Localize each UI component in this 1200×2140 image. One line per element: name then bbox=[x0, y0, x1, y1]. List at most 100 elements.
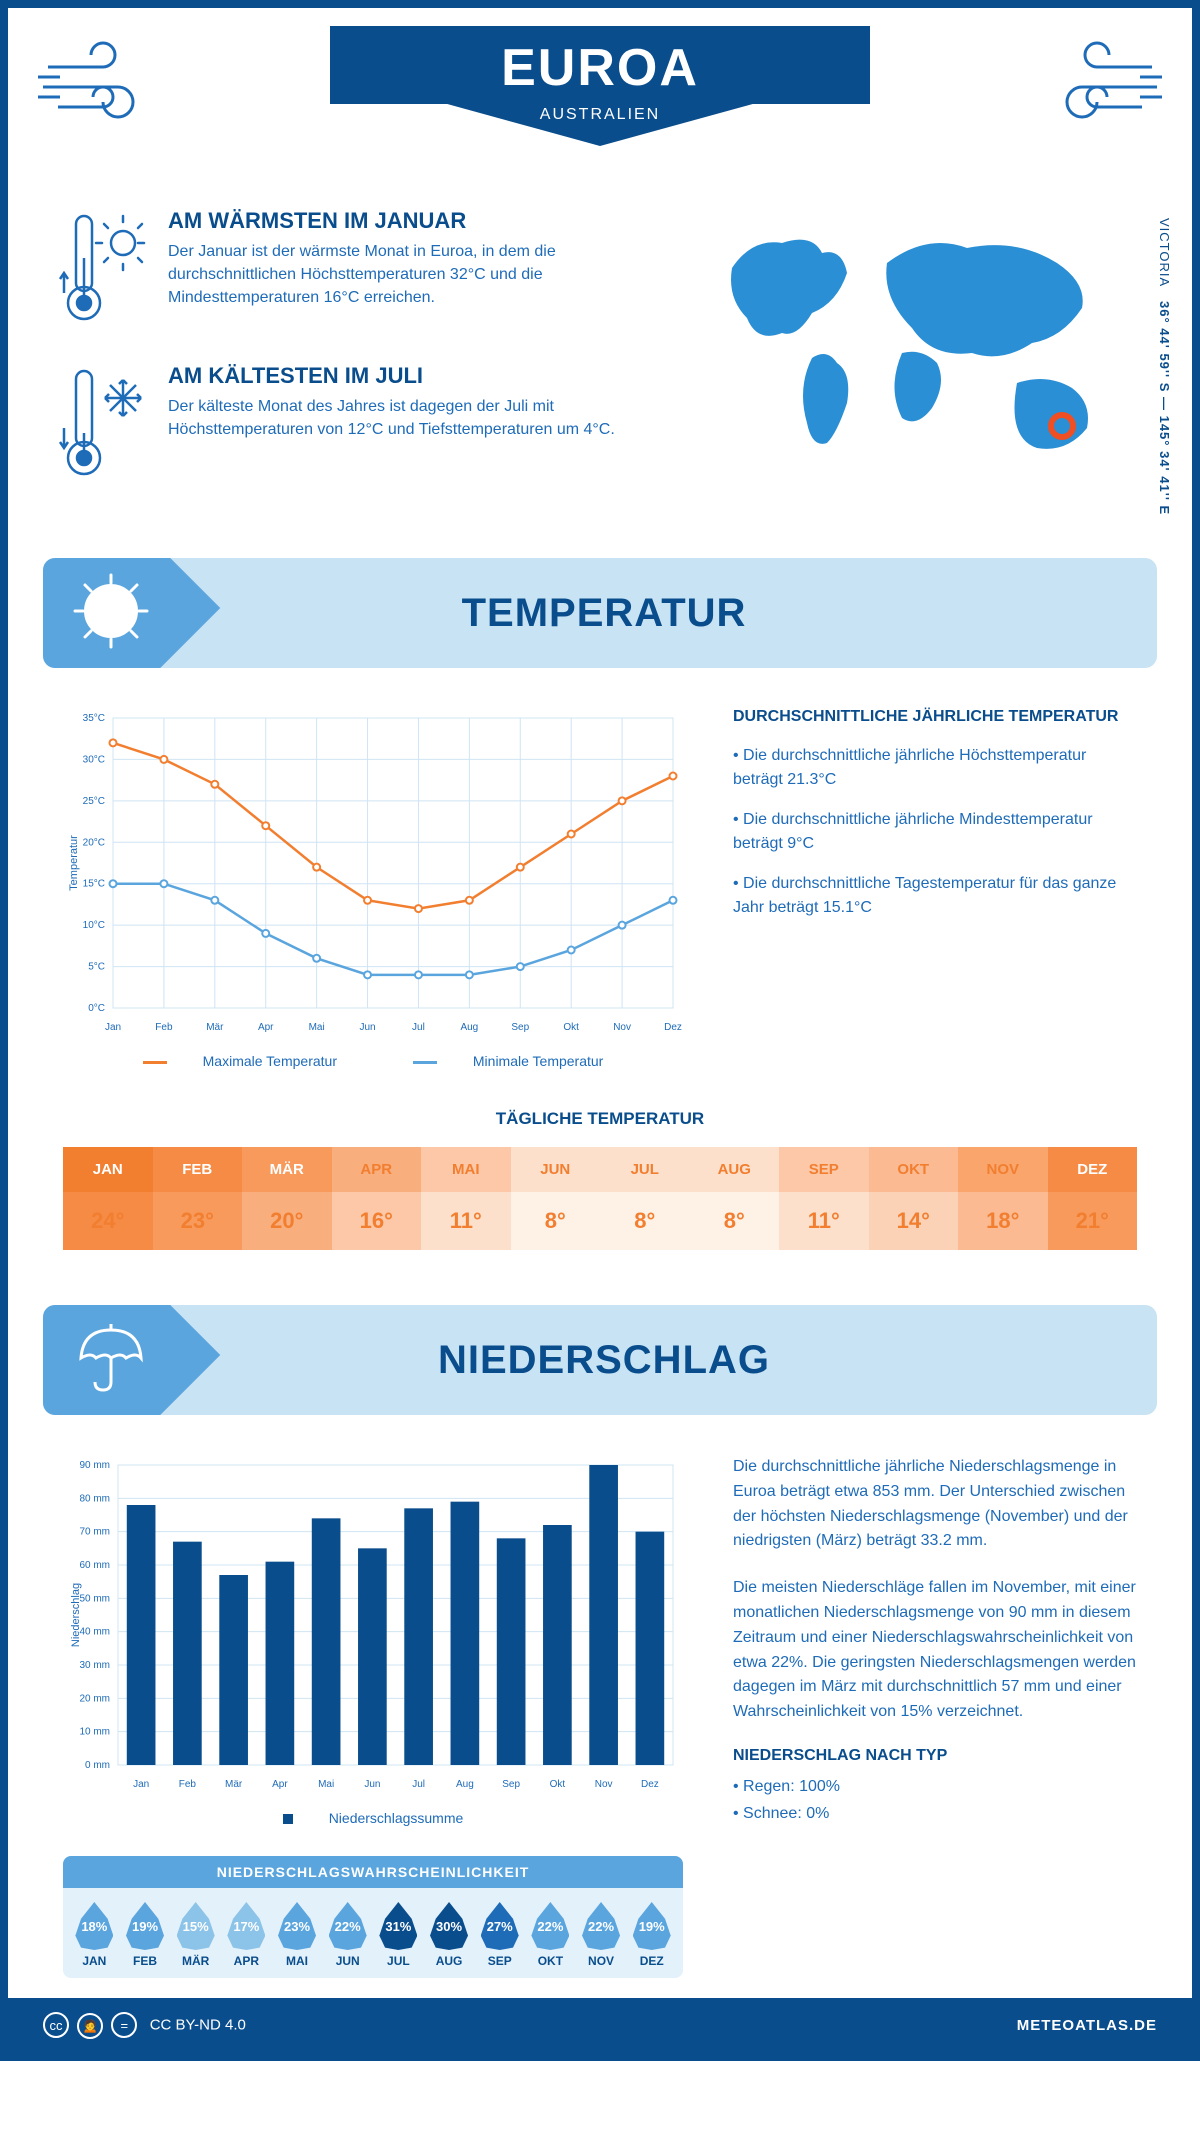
svg-text:Dez: Dez bbox=[664, 1022, 682, 1033]
prob-drop: 27%SEP bbox=[474, 1902, 525, 1968]
prob-drop: 23%MAI bbox=[272, 1902, 323, 1968]
cc-icon: cc bbox=[43, 2012, 69, 2038]
daily-temp-column: MÄR 20° bbox=[242, 1147, 332, 1250]
summary-bullet: • Die durchschnittliche jährliche Höchst… bbox=[733, 744, 1137, 792]
warmest-body: Der Januar ist der wärmste Monat in Euro… bbox=[168, 240, 662, 310]
svg-text:15°C: 15°C bbox=[83, 879, 105, 890]
svg-text:35°C: 35°C bbox=[83, 713, 105, 724]
svg-text:0 mm: 0 mm bbox=[85, 1760, 110, 1771]
svg-text:Apr: Apr bbox=[258, 1022, 274, 1033]
precip-p1: Die durchschnittliche jährliche Niedersc… bbox=[733, 1455, 1137, 1554]
precip-p2: Die meisten Niederschläge fallen im Nove… bbox=[733, 1576, 1137, 1725]
warmest-title: AM WÄRMSTEN IM JANUAR bbox=[168, 208, 662, 234]
prob-drop: 22%OKT bbox=[525, 1902, 576, 1968]
coldest-body: Der kälteste Monat des Jahres ist dagege… bbox=[168, 395, 662, 441]
summary-heading: DURCHSCHNITTLICHE JÄHRLICHE TEMPERATUR bbox=[733, 708, 1137, 726]
svg-text:20 mm: 20 mm bbox=[79, 1693, 110, 1704]
header: EUROA AUSTRALIEN bbox=[8, 8, 1192, 208]
svg-text:Mär: Mär bbox=[225, 1779, 243, 1790]
daily-temp-title: TÄGLICHE TEMPERATUR bbox=[8, 1109, 1192, 1129]
summary-bullet: • Die durchschnittliche jährliche Mindes… bbox=[733, 808, 1137, 856]
nd-icon: = bbox=[111, 2012, 137, 2038]
page: EUROA AUSTRALIEN bbox=[0, 0, 1200, 2061]
svg-text:Temperatur: Temperatur bbox=[68, 835, 80, 891]
by-icon: 🙍 bbox=[77, 2013, 103, 2039]
prob-drop: 31%JUL bbox=[373, 1902, 424, 1968]
license: cc 🙍 = CC BY-ND 4.0 bbox=[43, 2012, 246, 2039]
prob-drop: 30%AUG bbox=[424, 1902, 475, 1968]
thermometer-snow-icon bbox=[58, 363, 148, 488]
svg-text:20°C: 20°C bbox=[83, 837, 105, 848]
section-title-precip: NIEDERSCHLAG bbox=[43, 1305, 1157, 1415]
precip-probability-box: NIEDERSCHLAGSWAHRSCHEINLICHKEIT 18%JAN 19… bbox=[63, 1856, 683, 1978]
prob-drop: 18%JAN bbox=[69, 1902, 120, 1968]
precip-type-bullet: • Regen: 100% bbox=[733, 1775, 1137, 1800]
summary-bullet: • Die durchschnittliche Tagestemperatur … bbox=[733, 872, 1137, 920]
chart-legend: Niederschlagssumme bbox=[63, 1810, 683, 1826]
sun-icon bbox=[71, 571, 151, 656]
umbrella-icon bbox=[71, 1318, 151, 1403]
prob-drop: 15%MÄR bbox=[170, 1902, 221, 1968]
temperature-line-chart: 0°C 5°C 10°C 15°C 20°C 25°C 30°C 35°C Jan Feb Mär A… bbox=[63, 708, 683, 1069]
svg-text:Jun: Jun bbox=[359, 1022, 375, 1033]
temperature-content: 0°C 5°C 10°C 15°C 20°C 25°C 30°C 35°C Jan Feb Mär A… bbox=[8, 668, 1192, 1089]
section-heading: NIEDERSCHLAG bbox=[151, 1338, 1157, 1383]
thermometer-sun-icon bbox=[58, 208, 148, 333]
svg-text:Aug: Aug bbox=[456, 1779, 474, 1790]
svg-text:Jul: Jul bbox=[412, 1022, 425, 1033]
svg-text:Mär: Mär bbox=[206, 1022, 224, 1033]
svg-text:Mai: Mai bbox=[309, 1022, 325, 1033]
prob-drop: 22%JUN bbox=[322, 1902, 373, 1968]
intro-row: AM WÄRMSTEN IM JANUAR Der Januar ist der… bbox=[8, 208, 1192, 558]
svg-text:Sep: Sep bbox=[511, 1022, 529, 1033]
svg-text:Niederschlag: Niederschlag bbox=[70, 1583, 82, 1647]
svg-text:90 mm: 90 mm bbox=[79, 1460, 110, 1471]
svg-text:50 mm: 50 mm bbox=[79, 1593, 110, 1604]
svg-text:Jun: Jun bbox=[364, 1779, 380, 1790]
prob-title: NIEDERSCHLAGSWAHRSCHEINLICHKEIT bbox=[63, 1856, 683, 1888]
svg-text:25°C: 25°C bbox=[83, 796, 105, 807]
daily-temp-column: JUN 8° bbox=[511, 1147, 601, 1250]
svg-text:80 mm: 80 mm bbox=[79, 1493, 110, 1504]
prob-drop: 17%APR bbox=[221, 1902, 272, 1968]
svg-text:Nov: Nov bbox=[595, 1779, 613, 1790]
svg-text:Okt: Okt bbox=[563, 1022, 579, 1033]
intro-text-column: AM WÄRMSTEN IM JANUAR Der Januar ist der… bbox=[58, 208, 662, 518]
svg-text:5°C: 5°C bbox=[88, 962, 105, 973]
svg-text:10 mm: 10 mm bbox=[79, 1727, 110, 1738]
daily-temp-table: JAN 24°FEB 23°MÄR 20°APR 16°MAI 11°JUN 8… bbox=[63, 1147, 1137, 1250]
wind-icon bbox=[1032, 32, 1162, 137]
coordinates: VICTORIA 36° 44' 59'' S — 145° 34' 41'' … bbox=[1157, 218, 1172, 515]
svg-text:10°C: 10°C bbox=[83, 920, 105, 931]
daily-temp-column: DEZ 21° bbox=[1048, 1147, 1138, 1250]
daily-temp-column: APR 16° bbox=[332, 1147, 422, 1250]
wind-icon bbox=[38, 32, 168, 137]
svg-text:Mai: Mai bbox=[318, 1779, 334, 1790]
precip-text: Die durchschnittliche jährliche Niedersc… bbox=[733, 1455, 1137, 1978]
precip-type-bullet: • Schnee: 0% bbox=[733, 1802, 1137, 1827]
svg-text:Jan: Jan bbox=[133, 1779, 149, 1790]
prob-drop: 22%NOV bbox=[576, 1902, 627, 1968]
precip-content: 0 mm10 mm20 mm30 mm40 mm50 mm60 mm70 mm8… bbox=[8, 1415, 1192, 1998]
svg-text:Okt: Okt bbox=[550, 1779, 566, 1790]
daily-temp-column: NOV 18° bbox=[958, 1147, 1048, 1250]
svg-text:Apr: Apr bbox=[272, 1779, 288, 1790]
daily-temp-column: MAI 11° bbox=[421, 1147, 511, 1250]
svg-text:Jan: Jan bbox=[105, 1022, 121, 1033]
svg-text:60 mm: 60 mm bbox=[79, 1560, 110, 1571]
precip-bar-chart: 0 mm10 mm20 mm30 mm40 mm50 mm60 mm70 mm8… bbox=[63, 1455, 683, 1795]
svg-text:Feb: Feb bbox=[179, 1779, 197, 1790]
svg-text:Feb: Feb bbox=[155, 1022, 173, 1033]
coldest-title: AM KÄLTESTEN IM JULI bbox=[168, 363, 662, 389]
temperature-summary: DURCHSCHNITTLICHE JÄHRLICHE TEMPERATUR •… bbox=[733, 708, 1137, 1069]
svg-text:30°C: 30°C bbox=[83, 754, 105, 765]
footer: cc 🙍 = CC BY-ND 4.0 METEOATLAS.DE bbox=[8, 1998, 1192, 2053]
coldest-block: AM KÄLTESTEN IM JULI Der kälteste Monat … bbox=[58, 363, 662, 488]
prob-drop: 19%DEZ bbox=[626, 1902, 677, 1968]
svg-text:0°C: 0°C bbox=[88, 1003, 105, 1014]
daily-temp-column: OKT 14° bbox=[869, 1147, 959, 1250]
title-ribbon: EUROA AUSTRALIEN bbox=[330, 8, 870, 146]
site-name: METEOATLAS.DE bbox=[1017, 2017, 1157, 2034]
city-title: EUROA bbox=[330, 26, 870, 104]
daily-temp-column: FEB 23° bbox=[153, 1147, 243, 1250]
